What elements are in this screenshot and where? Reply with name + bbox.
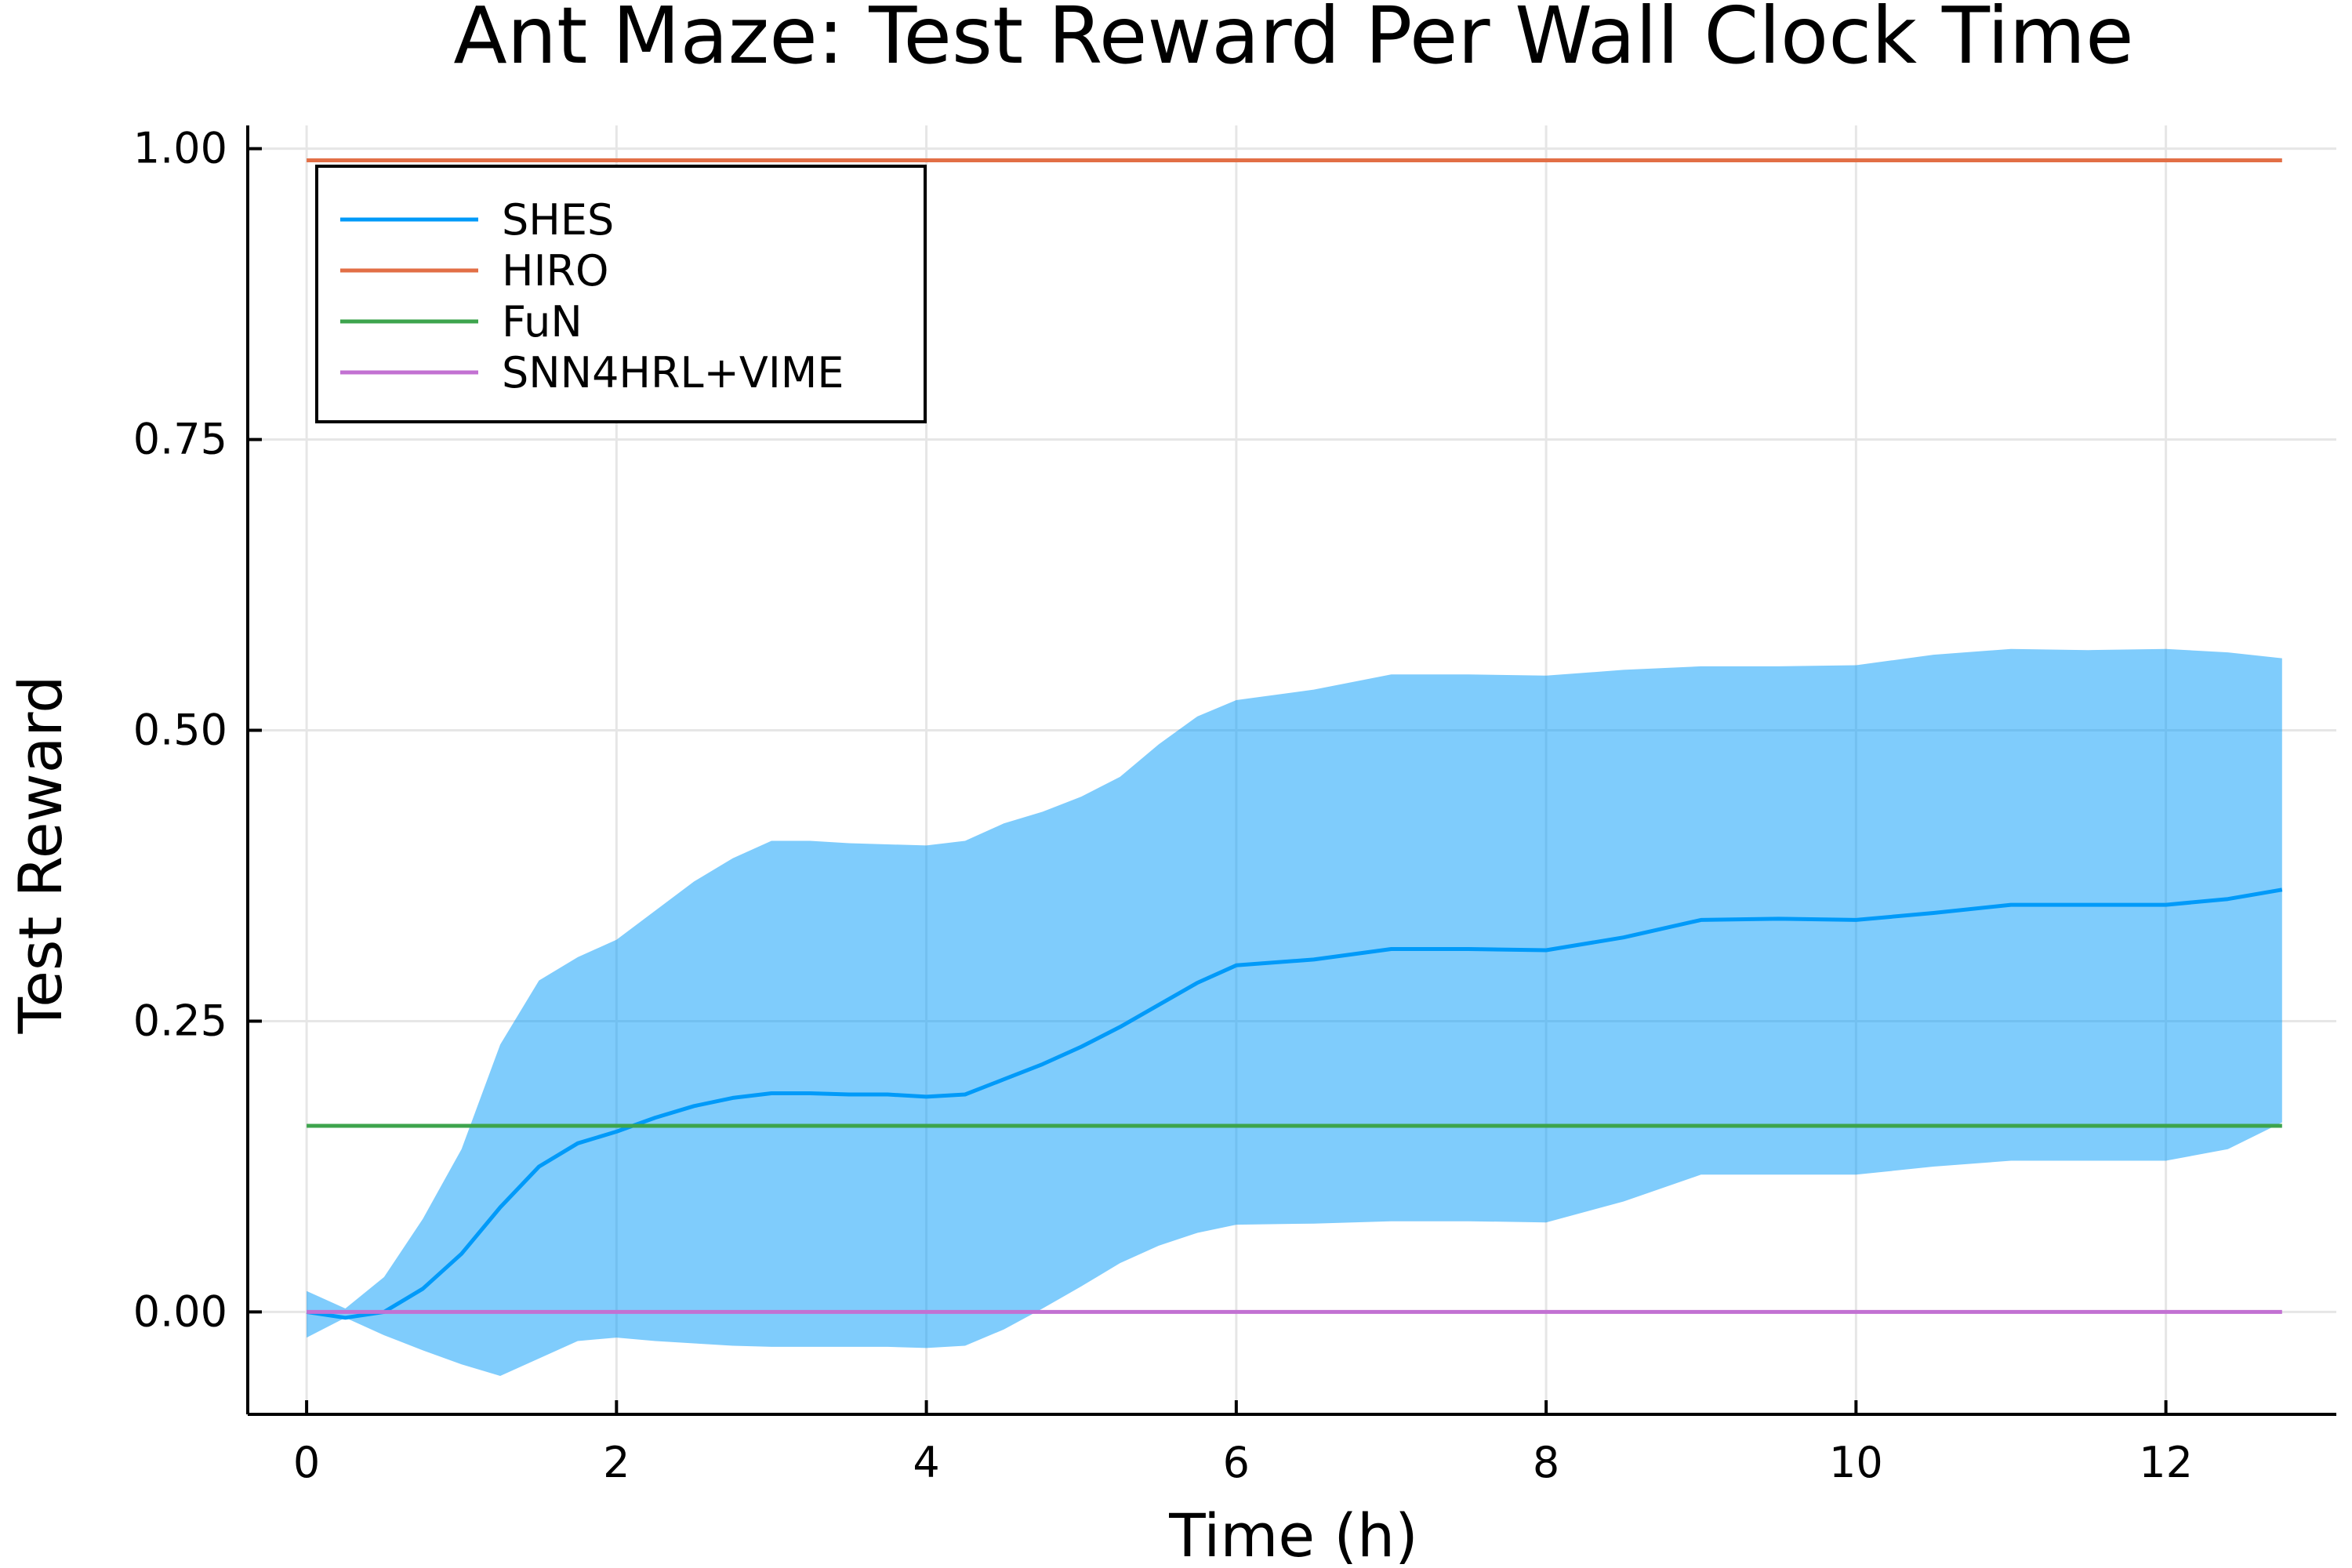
x-tick-label: 12: [2139, 1438, 2193, 1487]
chart-title: Ant Maze: Test Reward Per Wall Clock Tim…: [453, 0, 2133, 82]
legend-entry-label: FuN: [502, 297, 583, 347]
y-tick-label: 0.75: [133, 415, 227, 464]
legend-entry-label: SHES: [502, 195, 614, 245]
y-tick-label: 0.00: [133, 1287, 227, 1336]
series-band-shes: [307, 648, 2282, 1376]
x-tick-label: 6: [1223, 1438, 1250, 1487]
legend-entry-label: HIRO: [502, 246, 609, 296]
y-tick-label: 1.00: [133, 124, 227, 173]
y-tick-label: 0.50: [133, 706, 227, 755]
y-tick-label: 0.25: [133, 996, 227, 1045]
axes: 0 2 4 6 8 10 12 0.00 0.25 0.50 0.75 1.00: [133, 124, 2336, 1487]
x-tick-label: 10: [1829, 1438, 1883, 1487]
x-tick-label: 8: [1533, 1438, 1559, 1487]
legend-box: [315, 165, 927, 423]
y-axis-label: Test Reward: [5, 676, 75, 1035]
x-tick-label: 0: [293, 1438, 320, 1487]
plot-area: [306, 158, 2283, 1376]
x-tick-label: 2: [603, 1438, 630, 1487]
x-axis-label: Time (h): [1168, 1501, 1418, 1568]
x-tick-label: 4: [913, 1438, 939, 1487]
legend-entry-label: SNN4HRL+VIME: [502, 348, 844, 397]
series-line-shes: [306, 887, 2283, 1320]
